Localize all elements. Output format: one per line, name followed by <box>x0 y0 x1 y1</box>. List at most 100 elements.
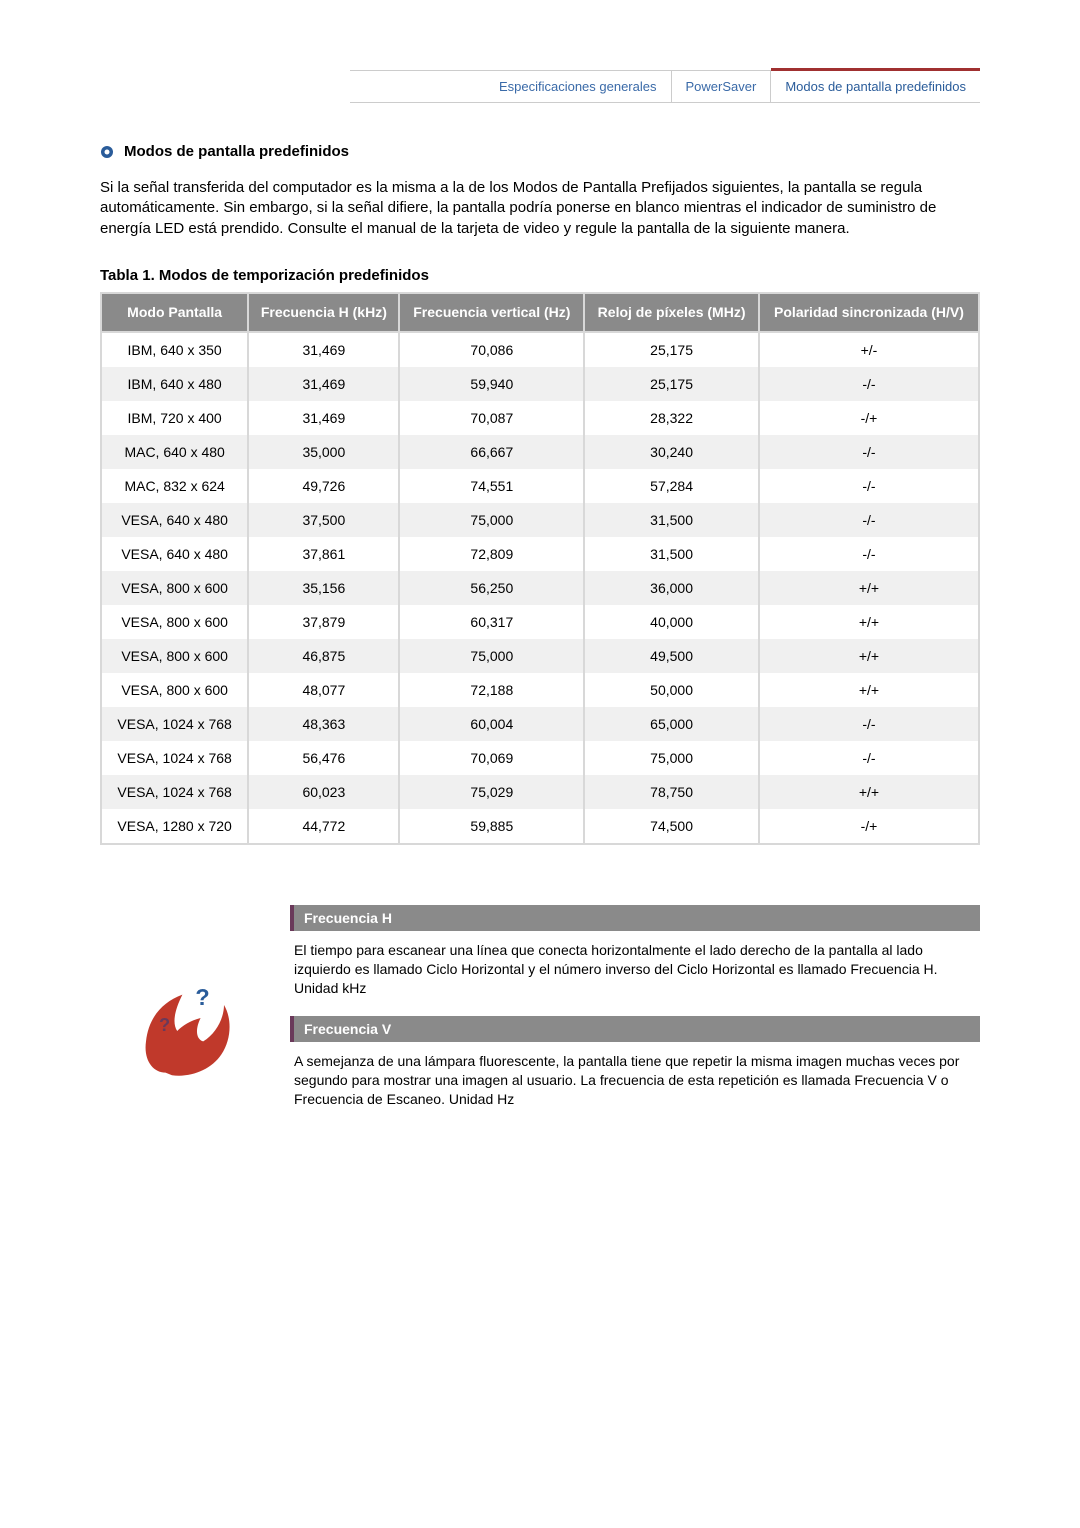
table-cell: 78,750 <box>584 775 759 809</box>
table-caption: Tabla 1. Modos de temporización predefin… <box>100 267 980 284</box>
table-cell: -/- <box>759 435 979 469</box>
table-cell: VESA, 1280 x 720 <box>101 809 248 844</box>
table-cell: 37,861 <box>248 537 399 571</box>
table-cell: 37,879 <box>248 605 399 639</box>
table-cell: VESA, 800 x 600 <box>101 605 248 639</box>
table-cell: 56,250 <box>399 571 584 605</box>
table-cell: 28,322 <box>584 401 759 435</box>
table-cell: 57,284 <box>584 469 759 503</box>
intro-paragraph: Si la señal transferida del computador e… <box>100 178 980 239</box>
table-cell: -/+ <box>759 809 979 844</box>
table-row: VESA, 1024 x 76860,02375,02978,750+/+ <box>101 775 979 809</box>
table-cell: 70,069 <box>399 741 584 775</box>
section-title: Modos de pantalla predefinidos <box>124 143 349 160</box>
table-cell: -/- <box>759 537 979 571</box>
table-cell: +/+ <box>759 673 979 707</box>
definition-illustration: ? ? <box>100 905 270 1126</box>
tabs-nav: Especificaciones generales PowerSaver Mo… <box>350 70 980 103</box>
table-cell: IBM, 640 x 350 <box>101 332 248 367</box>
table-cell: 44,772 <box>248 809 399 844</box>
table-row: IBM, 720 x 40031,46970,08728,322-/+ <box>101 401 979 435</box>
table-row: VESA, 1280 x 72044,77259,88574,500-/+ <box>101 809 979 844</box>
table-cell: 74,500 <box>584 809 759 844</box>
def-freq-h-body: El tiempo para escanear una línea que co… <box>290 931 980 1016</box>
bullet-icon <box>100 145 114 159</box>
table-row: VESA, 640 x 48037,86172,80931,500-/- <box>101 537 979 571</box>
table-row: VESA, 640 x 48037,50075,00031,500-/- <box>101 503 979 537</box>
table-cell: -/- <box>759 469 979 503</box>
table-row: MAC, 640 x 48035,00066,66730,240-/- <box>101 435 979 469</box>
table-row: VESA, 1024 x 76856,47670,06975,000-/- <box>101 741 979 775</box>
table-cell: 70,087 <box>399 401 584 435</box>
table-cell: 31,469 <box>248 401 399 435</box>
table-cell: 25,175 <box>584 332 759 367</box>
table-cell: 35,156 <box>248 571 399 605</box>
table-cell: 48,077 <box>248 673 399 707</box>
table-cell: 60,317 <box>399 605 584 639</box>
def-freq-h-title: Frecuencia H <box>290 905 980 931</box>
col-polarity: Polaridad sincronizada (H/V) <box>759 293 979 333</box>
col-freq-h: Frecuencia H (kHz) <box>248 293 399 333</box>
table-cell: 36,000 <box>584 571 759 605</box>
table-cell: 70,086 <box>399 332 584 367</box>
table-cell: 75,000 <box>399 503 584 537</box>
svg-text:?: ? <box>195 984 209 1010</box>
table-cell: 50,000 <box>584 673 759 707</box>
section-header: Modos de pantalla predefinidos <box>100 143 980 160</box>
table-cell: -/- <box>759 367 979 401</box>
table-cell: 37,500 <box>248 503 399 537</box>
table-cell: 31,500 <box>584 537 759 571</box>
tab-preset-modes[interactable]: Modos de pantalla predefinidos <box>771 68 980 102</box>
def-freq-v-title: Frecuencia V <box>290 1016 980 1042</box>
table-cell: +/+ <box>759 605 979 639</box>
table-cell: -/- <box>759 707 979 741</box>
tab-powersaver[interactable]: PowerSaver <box>672 71 772 102</box>
table-cell: 75,000 <box>399 639 584 673</box>
tab-general[interactable]: Especificaciones generales <box>485 71 672 102</box>
svg-text:?: ? <box>159 1015 170 1035</box>
table-cell: 31,500 <box>584 503 759 537</box>
table-cell: 59,885 <box>399 809 584 844</box>
table-cell: -/- <box>759 503 979 537</box>
table-cell: 72,809 <box>399 537 584 571</box>
table-cell: 74,551 <box>399 469 584 503</box>
table-cell: 25,175 <box>584 367 759 401</box>
table-cell: 46,875 <box>248 639 399 673</box>
table-row: VESA, 800 x 60046,87575,00049,500+/+ <box>101 639 979 673</box>
table-cell: 66,667 <box>399 435 584 469</box>
table-cell: 35,000 <box>248 435 399 469</box>
table-cell: +/+ <box>759 639 979 673</box>
table-cell: VESA, 800 x 600 <box>101 673 248 707</box>
table-cell: VESA, 1024 x 768 <box>101 707 248 741</box>
table-cell: VESA, 800 x 600 <box>101 639 248 673</box>
table-cell: MAC, 832 x 624 <box>101 469 248 503</box>
table-cell: 75,029 <box>399 775 584 809</box>
table-cell: VESA, 640 x 480 <box>101 537 248 571</box>
col-mode: Modo Pantalla <box>101 293 248 333</box>
table-row: VESA, 800 x 60035,15656,25036,000+/+ <box>101 571 979 605</box>
table-cell: -/- <box>759 741 979 775</box>
table-cell: 65,000 <box>584 707 759 741</box>
table-cell: +/+ <box>759 571 979 605</box>
table-cell: 49,500 <box>584 639 759 673</box>
table-row: VESA, 800 x 60048,07772,18850,000+/+ <box>101 673 979 707</box>
table-cell: VESA, 800 x 600 <box>101 571 248 605</box>
table-row: VESA, 1024 x 76848,36360,00465,000-/- <box>101 707 979 741</box>
table-cell: 60,023 <box>248 775 399 809</box>
table-cell: 48,363 <box>248 707 399 741</box>
table-row: IBM, 640 x 48031,46959,94025,175-/- <box>101 367 979 401</box>
table-cell: +/- <box>759 332 979 367</box>
def-freq-v-body: A semejanza de una lámpara fluorescente,… <box>290 1042 980 1127</box>
table-cell: -/+ <box>759 401 979 435</box>
table-cell: VESA, 1024 x 768 <box>101 741 248 775</box>
table-row: MAC, 832 x 62449,72674,55157,284-/- <box>101 469 979 503</box>
table-cell: VESA, 640 x 480 <box>101 503 248 537</box>
table-cell: 31,469 <box>248 332 399 367</box>
col-pixel-clock: Reloj de píxeles (MHz) <box>584 293 759 333</box>
table-header-row: Modo Pantalla Frecuencia H (kHz) Frecuen… <box>101 293 979 333</box>
table-cell: IBM, 640 x 480 <box>101 367 248 401</box>
table-cell: 49,726 <box>248 469 399 503</box>
table-cell: 56,476 <box>248 741 399 775</box>
table-cell: IBM, 720 x 400 <box>101 401 248 435</box>
table-cell: 60,004 <box>399 707 584 741</box>
